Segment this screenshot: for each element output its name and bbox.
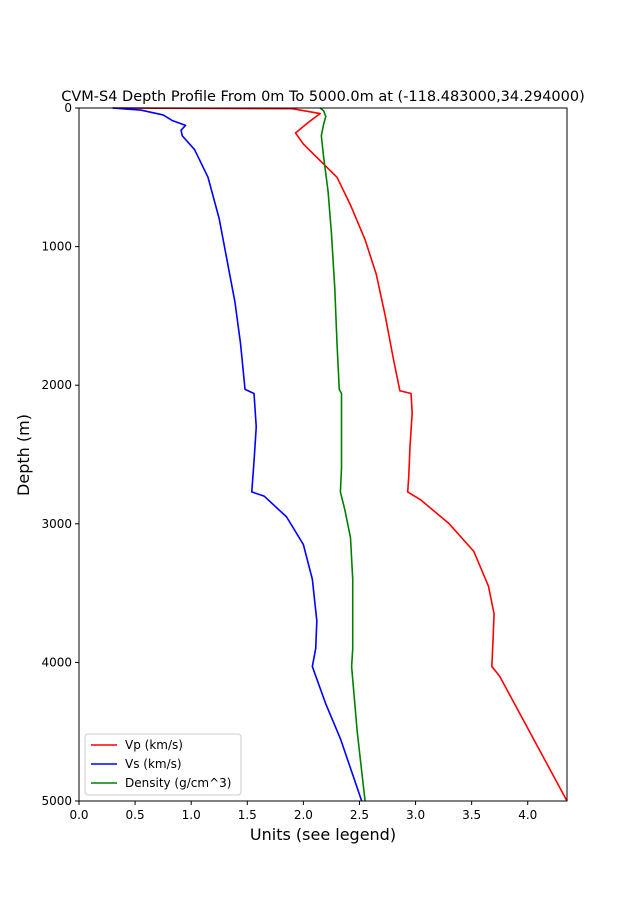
- x-tick-label: 1.0: [182, 808, 201, 822]
- y-tick-label: 2000: [41, 378, 72, 392]
- x-tick-label: 0.5: [126, 808, 145, 822]
- legend-label-1: Vs (km/s): [125, 757, 182, 771]
- y-tick-label: 3000: [41, 517, 72, 531]
- x-tick-label: 1.5: [238, 808, 257, 822]
- plot-frame: [78, 107, 568, 802]
- legend-label-0: Vp (km/s): [125, 738, 183, 752]
- series-line-2: [319, 107, 366, 802]
- legend: Vp (km/s) Vs (km/s) Density (g/cm^3): [84, 733, 242, 796]
- y-tick-label: 4000: [41, 655, 72, 669]
- plot-area: [78, 107, 568, 802]
- series-line-1: [112, 107, 363, 802]
- y-axis-title: Depth (m): [14, 414, 33, 496]
- series-line-0: [112, 107, 568, 802]
- x-tick-label: 2.5: [350, 808, 369, 822]
- y-axis: 0 1000 2000 3000 4000 5000: [41, 101, 79, 808]
- x-tick-label: 3.0: [406, 808, 425, 822]
- x-tick-label: 2.0: [294, 808, 313, 822]
- y-tick-label: 0: [64, 101, 72, 115]
- chart-title: CVM-S4 Depth Profile From 0m To 5000.0m …: [61, 89, 585, 105]
- x-axis-title: Units (see legend): [250, 825, 396, 844]
- legend-label-2: Density (g/cm^3): [125, 776, 231, 790]
- y-tick-label: 5000: [41, 794, 72, 808]
- legend-box: [84, 733, 242, 796]
- x-tick-label: 0.0: [69, 808, 88, 822]
- x-tick-label: 4.0: [518, 808, 537, 822]
- y-tick-label: 1000: [41, 240, 72, 254]
- x-tick-label: 3.5: [462, 808, 481, 822]
- x-axis: 0.0 0.5 1.0 1.5 2.0 2.5 3.0 3.5 4.0: [69, 801, 537, 822]
